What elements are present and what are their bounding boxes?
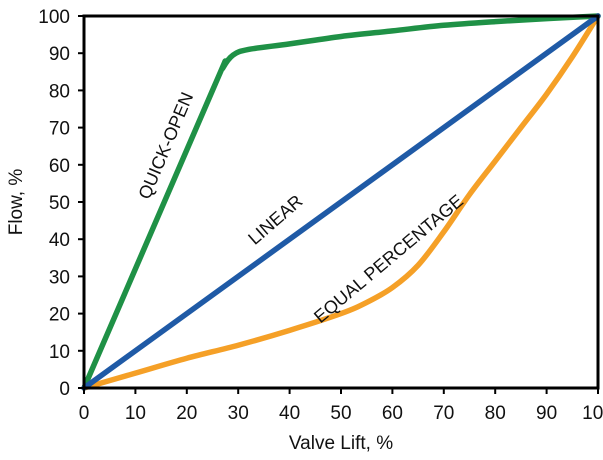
x-tick-label: 70 xyxy=(433,403,454,424)
x-tick-label: 60 xyxy=(382,403,403,424)
y-tick-label: 20 xyxy=(49,305,70,326)
y-tick-label: 100 xyxy=(38,7,70,28)
x-tick-label: 40 xyxy=(279,403,300,424)
y-tick-label: 40 xyxy=(49,230,70,251)
y-tick-label: 80 xyxy=(49,81,70,102)
y-tick-label: 30 xyxy=(49,267,70,288)
y-tick-label: 70 xyxy=(49,119,70,140)
series-line-quick-open xyxy=(81,13,601,391)
x-tick-label: 90 xyxy=(536,403,557,424)
x-tick-label: 80 xyxy=(485,403,506,424)
curve-label: EQUAL PERCENTAGE xyxy=(310,191,467,327)
y-tick-label: 0 xyxy=(59,379,70,400)
series-lines xyxy=(81,13,601,391)
curve-label: LINEAR xyxy=(244,191,306,249)
x-tick-label: 100 xyxy=(582,403,603,424)
y-tick-label: 60 xyxy=(49,156,70,177)
y-tick-label: 50 xyxy=(49,193,70,214)
x-tick-label: 20 xyxy=(176,403,197,424)
axis-ticks: 0 10 20 30 40 50 60 70 80 90 100 0 10 20 30 40 50 60 70 80 9… xyxy=(38,7,603,424)
y-tick-label: 10 xyxy=(49,342,70,363)
series-line-equal-percentage xyxy=(81,13,601,391)
x-tick-label: 30 xyxy=(228,403,249,424)
y-axis-label: Flow, % xyxy=(6,169,27,236)
x-axis-label: Valve Lift, % xyxy=(289,433,393,454)
series-line-linear xyxy=(81,13,601,391)
x-tick-label: 0 xyxy=(79,403,90,424)
y-tick-label: 90 xyxy=(49,44,70,65)
x-tick-label: 50 xyxy=(330,403,351,424)
x-tick-label: 10 xyxy=(125,403,146,424)
